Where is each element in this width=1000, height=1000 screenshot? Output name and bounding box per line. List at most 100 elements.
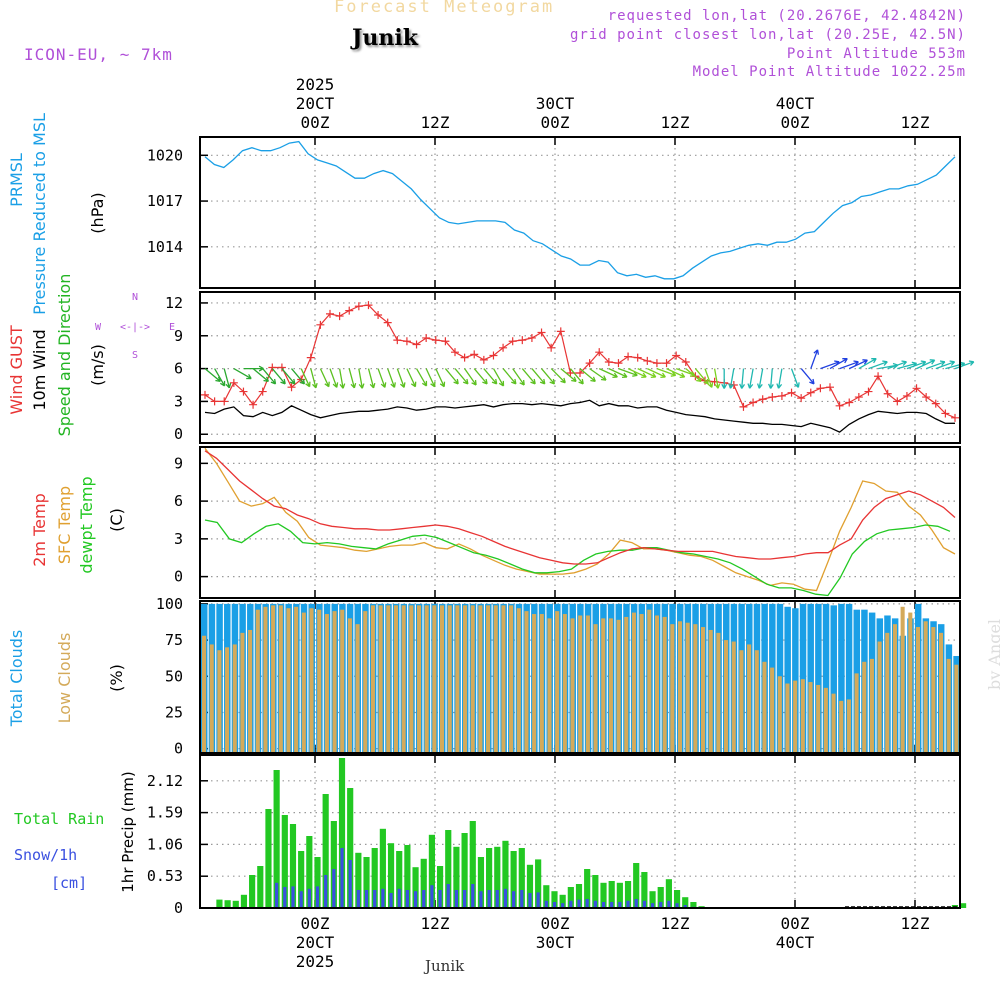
rain-bar (249, 875, 256, 908)
snow-bar (446, 884, 450, 908)
temp-dewpt-line (204, 519, 951, 597)
wind-gust-marker (249, 400, 258, 409)
low-clouds-bar (601, 618, 606, 753)
low-clouds-bar (808, 682, 813, 753)
rain-bar (314, 857, 321, 908)
snow-bar (487, 890, 491, 908)
snow-bar (373, 890, 377, 908)
wind-gust-marker (681, 358, 690, 367)
wind-direction-arrow (338, 368, 346, 389)
wind-direction-arrow (656, 367, 677, 377)
compass-north: N (132, 292, 138, 303)
top-axis-label-4-1: 00Z (781, 113, 810, 132)
clouds-panel: 0 25 50 75 100 (156, 595, 960, 758)
rain-bar (232, 900, 239, 908)
clouds-label-total: Total Clouds (7, 630, 26, 728)
rain-bar (257, 866, 264, 908)
low-clouds-bar (724, 640, 729, 753)
wind-direction-arrow (747, 368, 754, 389)
rain-bar (387, 843, 395, 908)
rain-bar (526, 864, 534, 908)
clouds-label-low: Low Clouds (55, 633, 74, 724)
snow-bar (291, 886, 295, 908)
snow-bar (610, 902, 614, 908)
wind-direction-arrow (271, 368, 286, 385)
wind-gust-marker (470, 350, 479, 359)
low-clouds-bar (869, 658, 874, 753)
wind-direction-arrow (858, 357, 877, 370)
snow-bar (454, 890, 459, 908)
low-clouds-bar (516, 608, 521, 753)
wind-direction-arrow (569, 368, 584, 385)
rain-bar (690, 902, 697, 908)
low-clouds-bar (685, 622, 690, 753)
temp-label-2m: 2m Temp (30, 493, 49, 567)
low-clouds-bar (608, 618, 613, 753)
snow-bar (413, 891, 418, 908)
wind-gust-marker (258, 387, 267, 396)
wind-gust-marker (902, 391, 911, 400)
low-clouds-bar (309, 608, 314, 753)
clouds-label-unit: (%) (107, 664, 126, 692)
compass-arrows: <-|-> (120, 322, 150, 333)
bottom-axis-label-2-1: 30CT (536, 933, 575, 952)
rain-bar (543, 885, 550, 908)
snow-bar (299, 891, 303, 908)
low-clouds-bar (908, 612, 913, 753)
wind-gust-marker (854, 393, 863, 402)
rain-bar (469, 821, 476, 908)
low-clouds-bar (877, 641, 882, 753)
snow-bar (422, 890, 426, 908)
wind-gust-marker (354, 302, 363, 311)
wind-direction-arrow (502, 368, 517, 385)
low-clouds-bar (370, 605, 375, 753)
bottom-axis-label-5-0: 12Z (901, 914, 930, 933)
bottom-axis-label-4-1: 40CT (776, 933, 815, 952)
pressure-border (199, 136, 961, 289)
wind-direction-arrow (829, 357, 848, 370)
snow-bar (405, 890, 409, 908)
pressure-panel: 1014 1017 1020 (147, 137, 960, 288)
wind-gust-marker (768, 393, 777, 402)
wind-direction-arrow (925, 360, 946, 370)
wind-gust-marker (547, 343, 556, 352)
wind-direction-arrow (367, 368, 376, 389)
snow-bar (332, 869, 336, 908)
top-axis-label-0-2: 00Z (301, 113, 330, 132)
wind-direction-arrow (454, 368, 469, 385)
wind-ytick-label-4: 12 (165, 294, 183, 312)
wind-gust-marker (527, 333, 536, 342)
low-clouds-bar (447, 605, 452, 753)
rain-bar (338, 758, 346, 908)
low-clouds-bar (524, 611, 529, 753)
rain-bar (600, 882, 607, 908)
wind-direction-arrow (713, 368, 721, 389)
wind-gust-marker (662, 359, 671, 368)
snow-bar (520, 890, 524, 908)
rain-bar (633, 863, 640, 908)
wind-direction-arrow (637, 368, 657, 379)
low-clouds-bar (578, 615, 583, 753)
wind-gust-marker (777, 391, 786, 400)
snow-bar (642, 900, 646, 908)
snow-bar (536, 892, 540, 908)
pressure-ytick-label-0: 1014 (147, 238, 183, 256)
rain-bar (428, 834, 435, 908)
rain-bar (355, 852, 362, 908)
low-clouds-bar (777, 676, 782, 753)
top-axis-label-2-0: 30CT (536, 94, 575, 113)
temp-label-unit: (C) (107, 508, 126, 532)
wind-gust-marker (412, 340, 421, 349)
rain-bar (420, 858, 427, 908)
rain-bar (494, 846, 501, 908)
wind-direction-arrow (608, 368, 628, 379)
low-clouds-bar (923, 621, 928, 753)
wind-direction-arrow (387, 368, 396, 388)
wind-gust-marker (431, 336, 440, 345)
low-clouds-bar (539, 614, 544, 753)
precip-ytick-label-0: 0 (174, 899, 183, 917)
temp-ytick-label-3: 9 (174, 454, 183, 472)
wind-gust-marker (614, 359, 623, 368)
wind-gust-marker (402, 337, 411, 346)
wind-direction-arrow (550, 368, 566, 384)
